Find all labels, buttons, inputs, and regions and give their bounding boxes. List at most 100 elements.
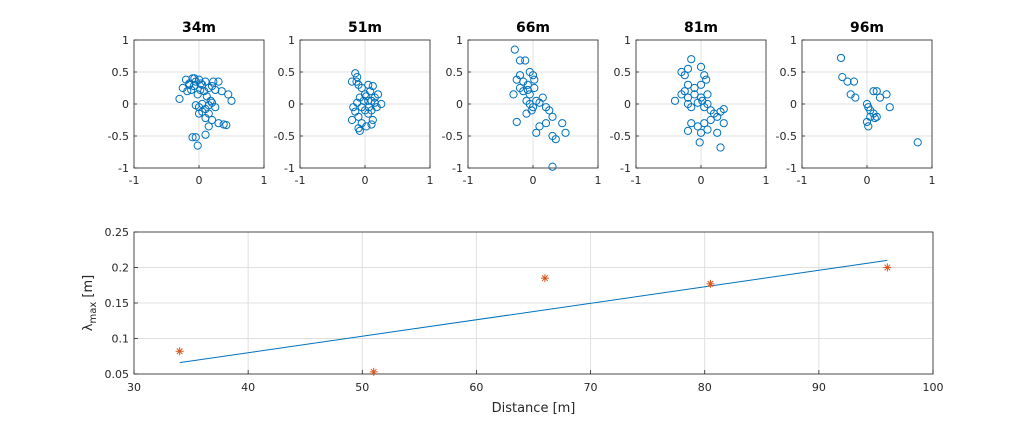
- scatter-point: [687, 103, 696, 112]
- scatter-point: [357, 83, 366, 93]
- scatter-point: [869, 87, 878, 96]
- y-tick-label: 1: [122, 34, 129, 47]
- scatter-point: [558, 119, 567, 128]
- y-tick-label: 1: [288, 34, 295, 47]
- scatter-point: [201, 77, 210, 86]
- x-tick-label: 70: [584, 381, 598, 394]
- scatter-point: [683, 126, 693, 135]
- scatter-point: [535, 122, 544, 131]
- scatter-point: [349, 103, 358, 112]
- scatter-point: [521, 56, 530, 65]
- y-tick-label: -1: [284, 162, 295, 175]
- scatter-point: [189, 81, 198, 91]
- scatter-point: [695, 138, 704, 147]
- scatter-panel-66m: -1 0 1 1 0.5 0 -0.5 -1 66m: [442, 20, 602, 187]
- scatter-point: [670, 96, 680, 105]
- scatter-point: [191, 133, 200, 142]
- x-tick-label: 100: [923, 381, 944, 394]
- x-tick-label: 0: [196, 174, 203, 187]
- scatter-point: [690, 90, 699, 99]
- scatter-point: [354, 112, 363, 121]
- scatter-point: [683, 80, 693, 89]
- y-tick-label: 0.5: [780, 66, 798, 79]
- scatter-point: [690, 83, 699, 93]
- y-tick-label: 0.1: [112, 333, 130, 346]
- scatter-point: [703, 90, 712, 99]
- scatter-point: [191, 101, 200, 110]
- scatter-point: [838, 73, 847, 82]
- y-tick-label: 0.05: [105, 368, 130, 381]
- y-tick-label: 0.2: [112, 262, 130, 275]
- scatter-point: [851, 93, 860, 102]
- scatter-point: [214, 119, 223, 128]
- x-tick-label: 0: [362, 174, 369, 187]
- y-tick-label: -1: [786, 162, 797, 175]
- scatter-point: [913, 138, 922, 147]
- x-tick-label: 90: [812, 381, 826, 394]
- x-tick-label: -1: [797, 174, 808, 187]
- asterisk-stroke: [370, 368, 377, 376]
- y-tick-label: -0.5: [442, 130, 463, 143]
- y-tick-label: 0: [122, 98, 129, 111]
- y-tick-label: -0.5: [108, 130, 129, 143]
- asterisk-stroke: [884, 264, 891, 271]
- scatter-point: [696, 80, 706, 89]
- scatter-point: [716, 143, 725, 152]
- y-tick-label: 0: [624, 98, 631, 111]
- scatter-point: [683, 64, 693, 73]
- scatter-point: [193, 90, 202, 99]
- scatter-point: [541, 119, 551, 128]
- scatter-point: [687, 119, 696, 128]
- scatter-point: [362, 122, 371, 131]
- y-tick-label: -1: [118, 162, 129, 175]
- scatter-point: [548, 162, 557, 171]
- y-axis-label: λmax [m]: [81, 275, 99, 331]
- y-tick-label: 0.5: [614, 66, 632, 79]
- scatter-point: [843, 77, 852, 86]
- x-axis-label: Distance [m]: [492, 401, 576, 416]
- scatter-point: [719, 119, 728, 128]
- scatter-point: [700, 71, 709, 80]
- scatter-point: [193, 141, 202, 150]
- scatter-point: [204, 122, 213, 131]
- scatter-point: [683, 93, 693, 102]
- x-tick-label: 1: [929, 174, 936, 187]
- x-tick-label: 60: [469, 381, 483, 394]
- scatter-point: [687, 55, 696, 64]
- scatter-point: [713, 112, 722, 121]
- scatter-point: [719, 105, 728, 114]
- scatter-point: [204, 109, 213, 118]
- x-tick-label: -1: [295, 174, 306, 187]
- scatter-point: [525, 90, 534, 99]
- y-tick-label: 0: [456, 98, 463, 111]
- y-tick-label: -1: [620, 162, 631, 175]
- scatter-point: [836, 53, 846, 63]
- x-tick-label: 0: [530, 174, 537, 187]
- y-tick-label: -1: [452, 162, 463, 175]
- scatter-point: [367, 120, 376, 129]
- scatter-point: [696, 128, 706, 137]
- y-tick-label: -0.5: [610, 130, 631, 143]
- asterisk-stroke: [707, 280, 714, 287]
- scatter-point: [713, 128, 722, 137]
- scatter-point: [706, 115, 715, 125]
- scatter-point: [862, 117, 872, 127]
- x-tick-label: 30: [127, 381, 141, 394]
- scatter-point: [702, 75, 711, 84]
- x-tick-label: 0: [864, 174, 871, 187]
- scatter-point: [347, 115, 357, 125]
- x-tick-label: -1: [463, 174, 474, 187]
- scatter-point: [352, 77, 361, 86]
- scatter-point: [693, 98, 702, 107]
- data-point-asterisk: [369, 367, 378, 376]
- data-point-asterisk: [883, 263, 892, 272]
- scatter-point: [190, 74, 199, 83]
- scatter-point: [217, 87, 226, 96]
- scatter-point: [372, 103, 381, 112]
- scatter-point: [551, 135, 560, 144]
- y-tick-label: 0.5: [112, 66, 130, 79]
- scatter-point: [700, 119, 709, 128]
- y-tick-label: 1: [790, 34, 797, 47]
- scatter-point: [354, 124, 363, 133]
- scatter-point: [561, 128, 570, 137]
